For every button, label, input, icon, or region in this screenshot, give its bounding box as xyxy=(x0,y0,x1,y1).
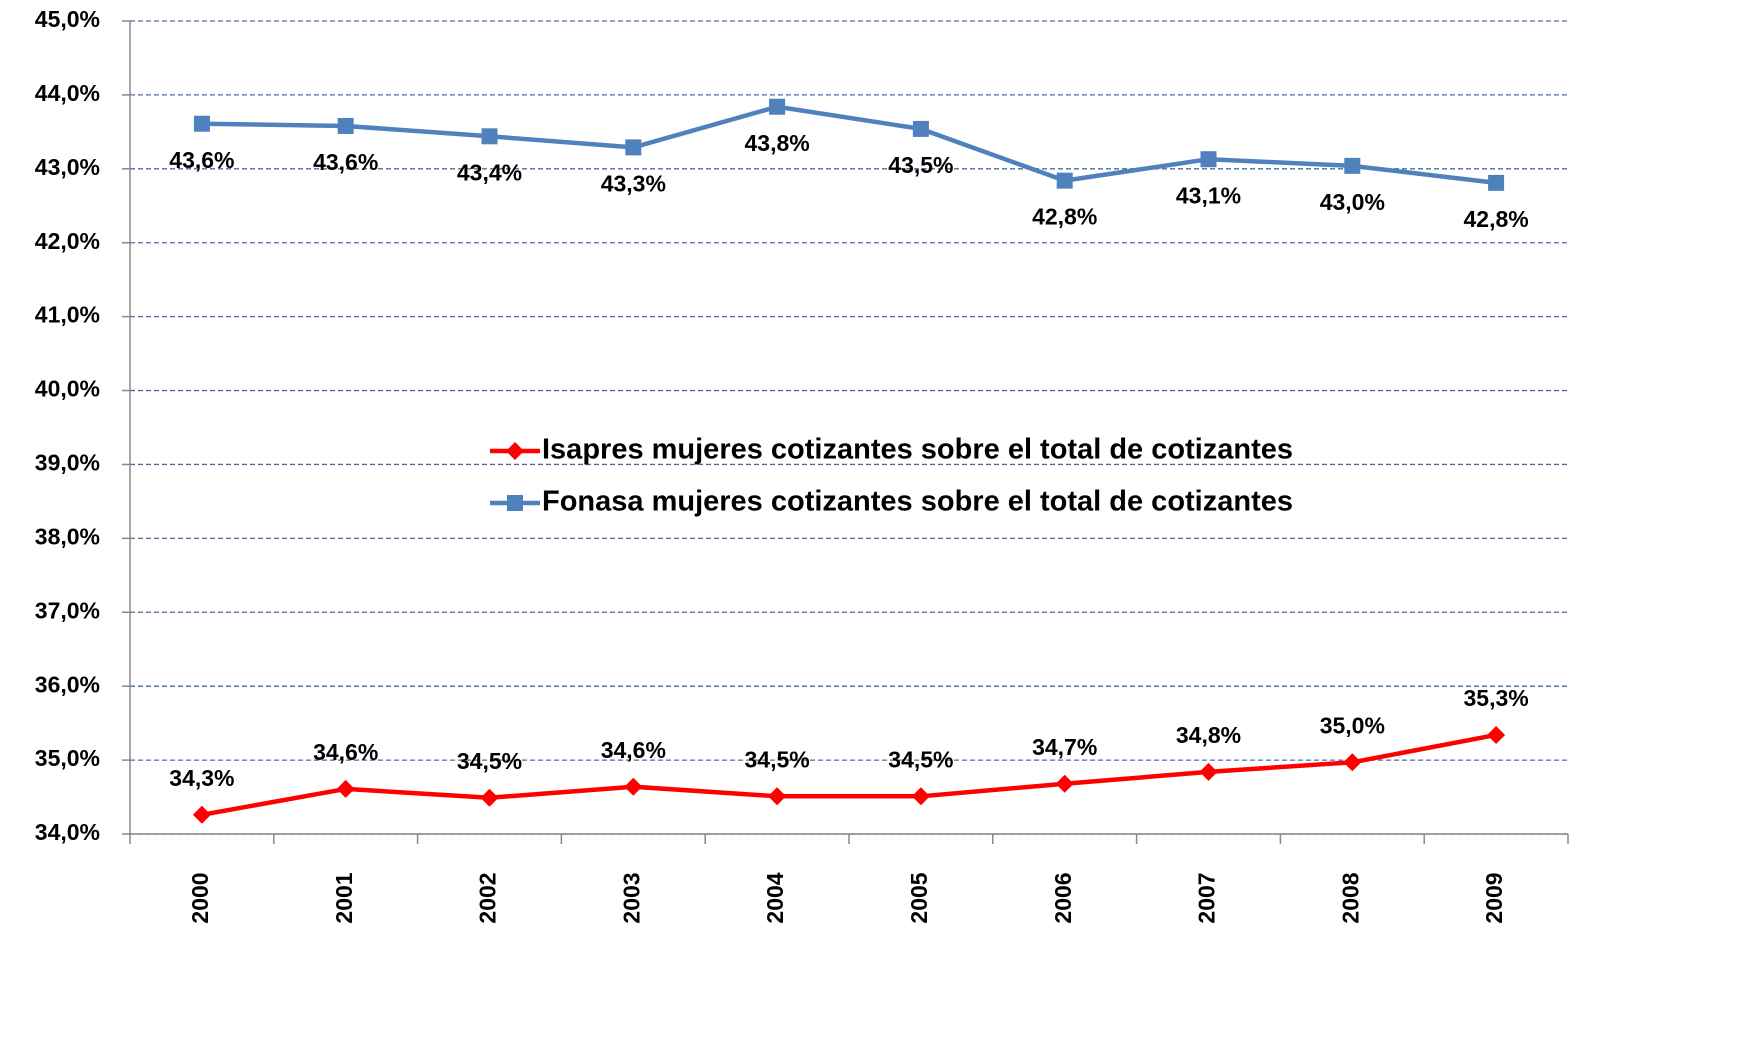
x-tick-label: 2009 xyxy=(1481,872,1507,923)
y-tick-label: 39,0% xyxy=(35,450,100,476)
data-label: 35,3% xyxy=(1463,685,1528,711)
marker xyxy=(911,787,930,806)
series-line xyxy=(201,104,1497,186)
y-tick-label: 45,0% xyxy=(35,6,100,32)
marker xyxy=(336,779,355,798)
data-label: 34,6% xyxy=(313,739,378,765)
y-tick-label: 41,0% xyxy=(35,302,100,328)
y-tick-label: 37,0% xyxy=(35,597,100,623)
y-tick-label: 44,0% xyxy=(35,80,100,106)
marker xyxy=(507,495,523,511)
y-tick-label: 42,0% xyxy=(35,228,100,254)
marker xyxy=(768,787,787,806)
y-tick-label: 40,0% xyxy=(35,376,100,402)
y-tick-label: 36,0% xyxy=(35,671,100,697)
data-label: 34,5% xyxy=(888,746,953,772)
marker xyxy=(1488,174,1505,191)
marker xyxy=(1487,725,1506,744)
data-label: 34,5% xyxy=(744,746,809,772)
data-label: 35,0% xyxy=(1320,712,1385,738)
y-tick-label: 38,0% xyxy=(35,523,100,549)
x-tick-label: 2007 xyxy=(1194,872,1220,923)
x-tick-label: 2001 xyxy=(331,872,357,923)
y-tick-label: 43,0% xyxy=(35,154,100,180)
data-label: 43,5% xyxy=(888,152,953,178)
marker xyxy=(624,777,643,796)
marker xyxy=(1199,762,1218,781)
data-label: 34,6% xyxy=(601,737,666,763)
marker xyxy=(506,442,524,460)
x-tick-label: 2004 xyxy=(762,872,788,923)
marker xyxy=(1055,774,1074,793)
data-label: 42,8% xyxy=(1463,206,1528,232)
data-label: 43,1% xyxy=(1176,182,1241,208)
x-tick-label: 2002 xyxy=(475,872,501,923)
marker xyxy=(193,115,210,132)
y-tick-label: 34,0% xyxy=(35,819,100,845)
marker xyxy=(1344,157,1361,174)
x-tick-label: 2000 xyxy=(187,872,213,923)
marker xyxy=(192,805,211,824)
marker xyxy=(337,117,354,134)
marker xyxy=(1056,172,1073,189)
marker xyxy=(769,98,786,115)
legend-label: Fonasa mujeres cotizantes sobre el total… xyxy=(542,486,1293,518)
data-label: 43,8% xyxy=(744,130,809,156)
data-label: 43,0% xyxy=(1320,189,1385,215)
data-label: 34,3% xyxy=(169,765,234,791)
data-label: 43,3% xyxy=(601,170,666,196)
data-label: 43,6% xyxy=(169,147,234,173)
legend-label: Isapres mujeres cotizantes sobre el tota… xyxy=(542,434,1293,466)
marker xyxy=(1200,151,1217,168)
x-tick-label: 2003 xyxy=(618,872,644,923)
series-line xyxy=(201,732,1497,817)
data-label: 34,7% xyxy=(1032,734,1097,760)
data-label: 34,5% xyxy=(457,748,522,774)
x-tick-label: 2008 xyxy=(1337,872,1363,923)
data-label: 42,8% xyxy=(1032,204,1097,230)
y-tick-label: 35,0% xyxy=(35,745,100,771)
x-tick-label: 2006 xyxy=(1050,872,1076,923)
marker xyxy=(912,120,929,137)
marker xyxy=(625,139,642,156)
data-label: 43,6% xyxy=(313,149,378,175)
data-label: 43,4% xyxy=(457,159,522,185)
marker xyxy=(480,788,499,807)
marker xyxy=(481,128,498,145)
x-tick-label: 2005 xyxy=(906,872,932,923)
marker xyxy=(1343,753,1362,772)
data-label: 34,8% xyxy=(1176,722,1241,748)
